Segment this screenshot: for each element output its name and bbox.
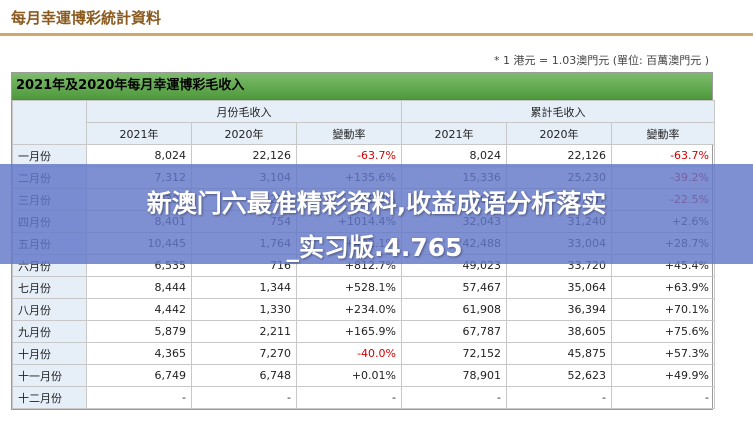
month-cell: 七月份 [12,276,87,299]
overlay-banner [0,164,753,264]
table-row: 八月份 4,442 1,330 +234.0% 61,908 36,394 +70.1% [12,298,715,321]
column-header: 變動率 [611,122,715,145]
group-header-monthly: 月份毛收入 [86,100,402,123]
table-row: 十二月份 - - - - - - [12,386,715,409]
value-cell: - [296,386,402,409]
value-cell: +70.1% [611,298,715,321]
column-header: 2020年 [506,122,612,145]
month-cell: 九月份 [12,320,87,343]
value-cell: +57.3% [611,342,715,365]
column-header: 2021年 [86,122,192,145]
table-row: 六月份 6,535 716 +812.7% 49,023 33,720 +45.4% [12,254,715,277]
value-cell: 22,126 [506,144,612,167]
value-cell: +63.9% [611,276,715,299]
value-cell: +528.1% [296,276,402,299]
value-cell: 4,365 [86,342,192,365]
column-header-row: 2021年 2020年 變動率 2021年 2020年 變動率 [13,122,715,145]
value-cell: 78,901 [401,364,507,387]
value-cell: 38,605 [506,320,612,343]
value-cell: +234.0% [296,298,402,321]
value-cell: - [401,386,507,409]
month-cell: 十月份 [12,342,87,365]
value-cell: 6,749 [86,364,192,387]
group-header-cumulative: 累計毛收入 [401,100,715,123]
value-cell: - [191,386,297,409]
table-row: 九月份 5,879 2,211 +165.9% 67,787 38,605 +75.6% [12,320,715,343]
unit-note: * 1 港元 = 1.03澳門元 (單位: 百萬澳門元 ) [494,54,709,67]
group-header-row: 月份毛收入 累計毛收入 [12,100,715,145]
value-cell: 8,024 [401,144,507,167]
value-cell: 57,467 [401,276,507,299]
value-cell: 8,444 [86,276,192,299]
value-cell: 1,330 [191,298,297,321]
value-cell: - [506,386,612,409]
title-divider [0,33,753,36]
value-cell: -40.0% [296,342,402,365]
value-cell: +165.9% [296,320,402,343]
value-cell: - [611,386,715,409]
page-title: 每月幸運博彩統計資料 [11,9,162,27]
column-header: 2021年 [401,122,507,145]
value-cell: 67,787 [401,320,507,343]
column-header: 變動率 [296,122,402,145]
month-header-blank [12,100,87,145]
month-cell: 十二月份 [12,386,87,409]
value-cell: 35,064 [506,276,612,299]
value-cell: 1,344 [191,276,297,299]
table-row: 七月份 8,444 1,344 +528.1% 57,467 35,064 +63.9% [12,276,715,299]
month-cell: 八月份 [12,298,87,321]
value-cell: 61,908 [401,298,507,321]
column-header: 2020年 [191,122,297,145]
value-cell: 72,152 [401,342,507,365]
overlay-text-line-1: 新澳门六最准精彩资料,收益成语分析落实 [146,189,607,218]
value-cell: +75.6% [611,320,715,343]
month-cell: 一月份 [12,144,87,167]
value-cell: 7,270 [191,342,297,365]
value-cell: +49.9% [611,364,715,387]
table-caption: 2021年及2020年每月幸運博彩毛收入 [12,73,712,100]
table-row: 十一月份 6,749 6,748 +0.01% 78,901 52,623 +49.9% [12,364,715,387]
value-cell: 6,748 [191,364,297,387]
value-cell: +0.01% [296,364,402,387]
table-row: 十月份 4,365 7,270 -40.0% 72,152 45,875 +57.3% [12,342,715,365]
value-cell: 52,623 [506,364,612,387]
value-cell: 4,442 [86,298,192,321]
value-cell: 2,211 [191,320,297,343]
value-cell: 5,879 [86,320,192,343]
month-cell: 十一月份 [12,364,87,387]
value-cell: 45,875 [506,342,612,365]
value-cell: 36,394 [506,298,612,321]
value-cell: - [86,386,192,409]
overlay-text-line-2: _实习版.4.765 [286,233,463,262]
